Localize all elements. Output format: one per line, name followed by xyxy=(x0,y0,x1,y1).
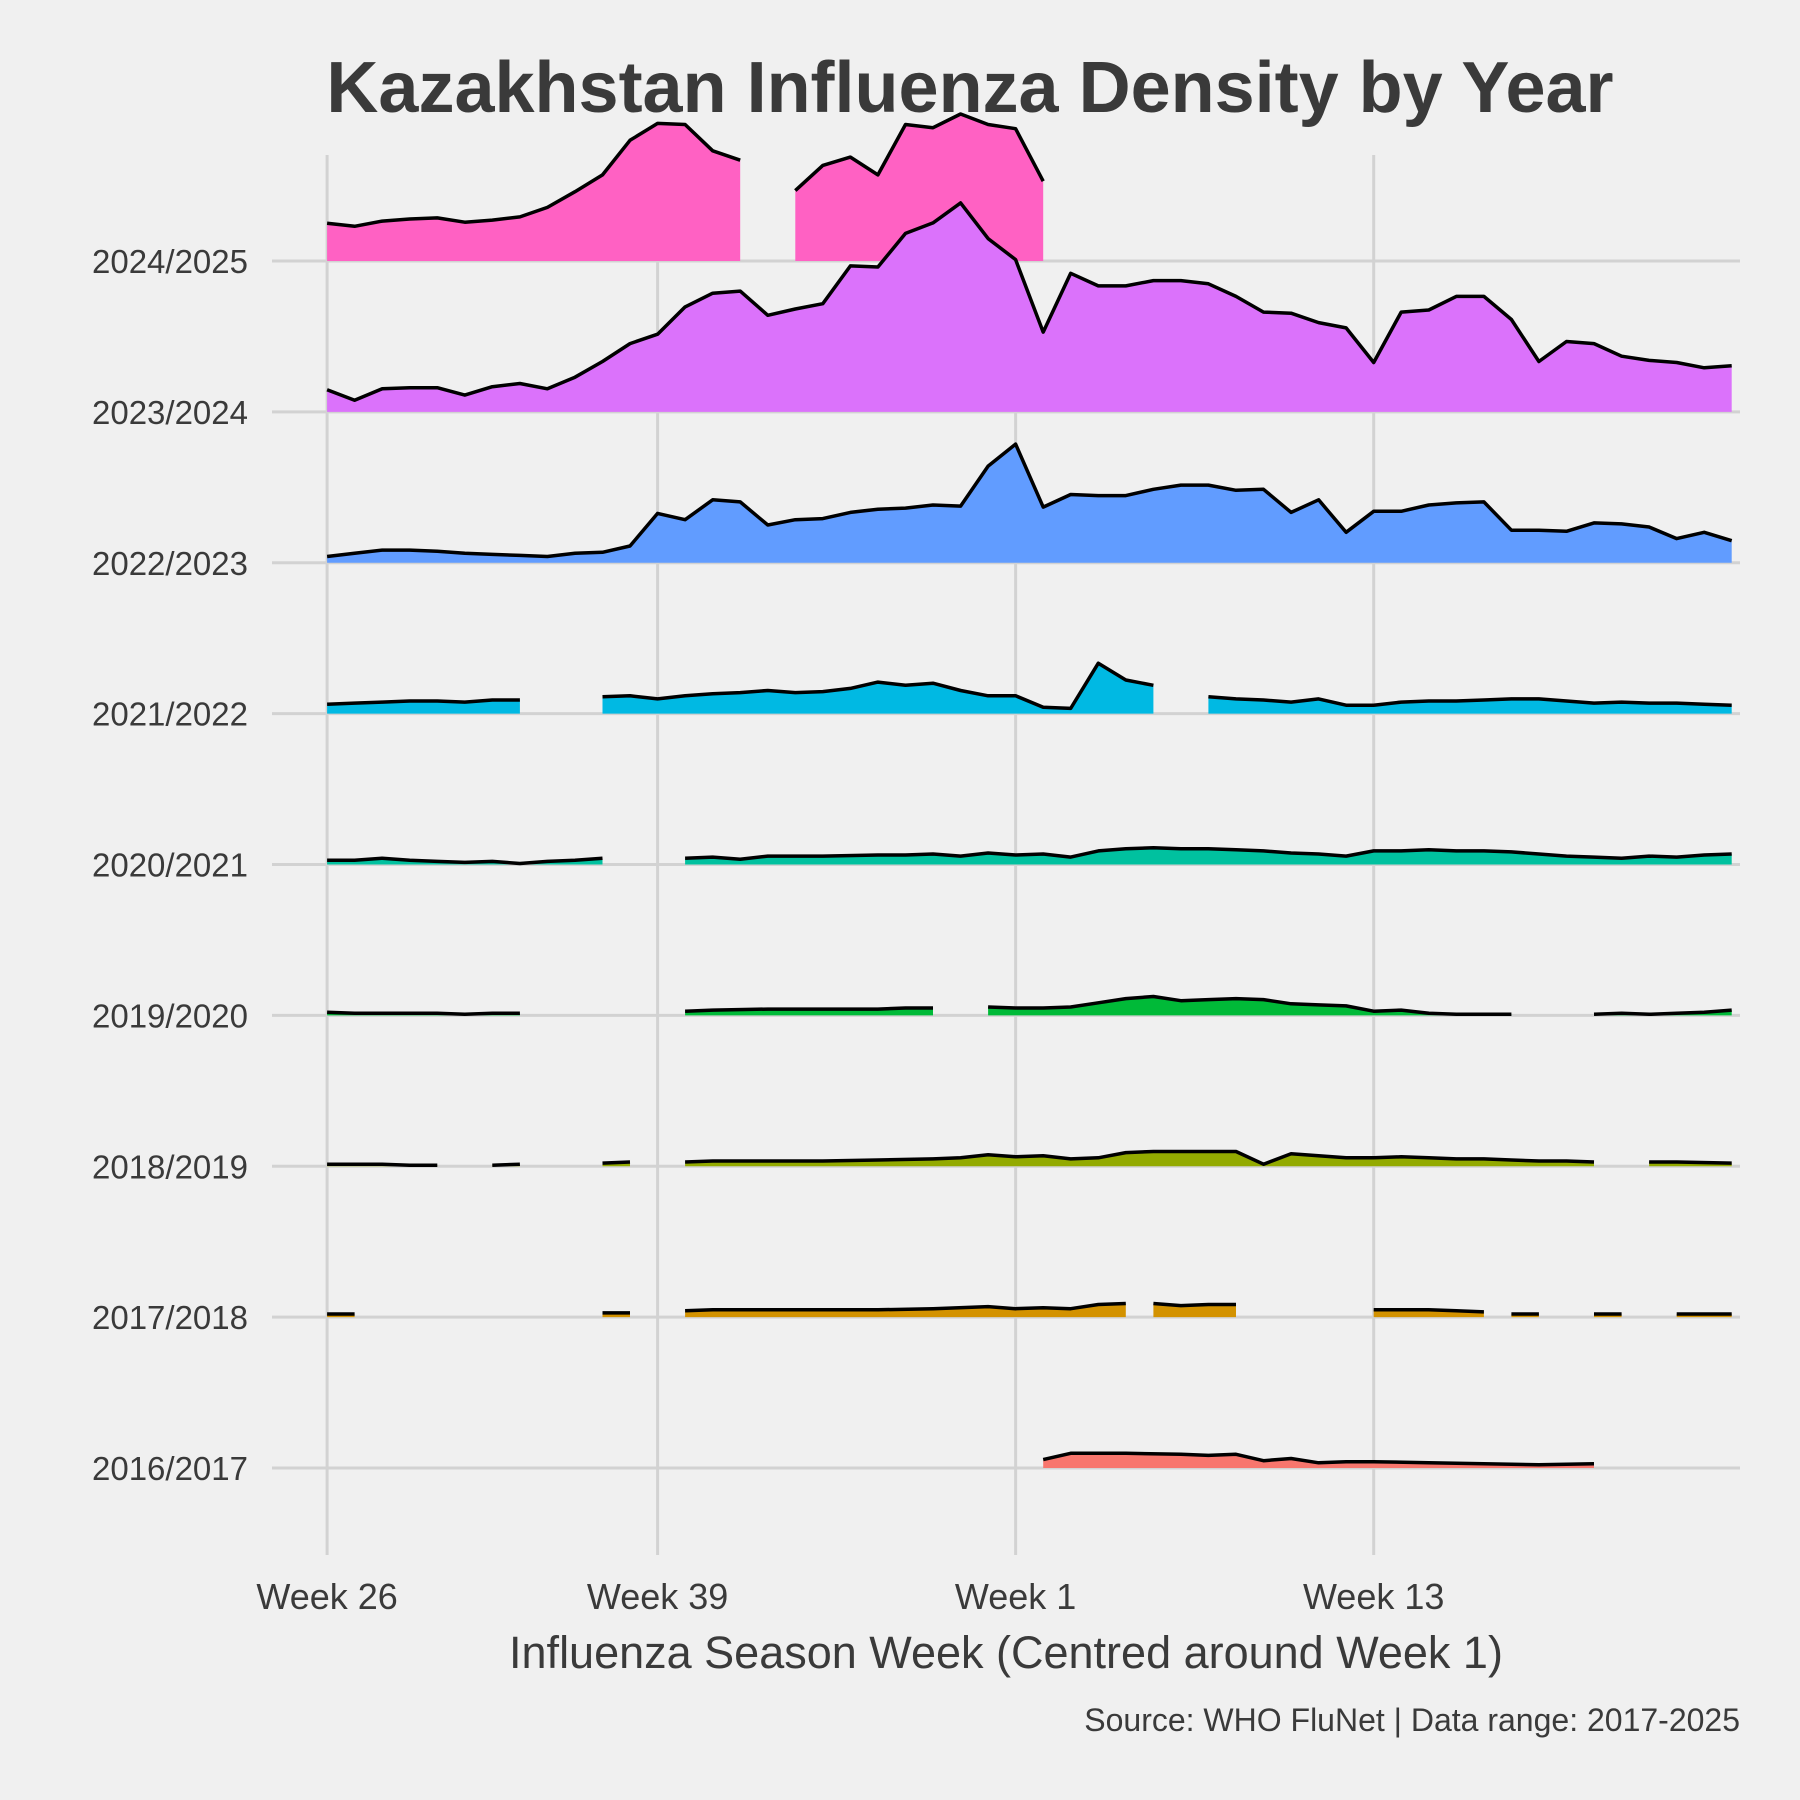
density-line xyxy=(326,442,1733,559)
series-2021-2022 xyxy=(327,661,1732,714)
y-tick-label: 2020/2021 xyxy=(92,847,248,884)
density-line xyxy=(685,845,1732,862)
x-axis: Week 26 Week 39 Week 1 Week 13 xyxy=(256,1576,1444,1617)
series-2017-2018 xyxy=(327,1301,1732,1318)
density-line xyxy=(988,994,1512,1017)
density-line xyxy=(685,1149,1595,1166)
density-area xyxy=(1153,1303,1236,1318)
series-2019-2020 xyxy=(327,994,1732,1017)
density-line xyxy=(1153,1301,1236,1308)
density-line xyxy=(1649,1160,1732,1165)
density-line xyxy=(685,1006,933,1013)
density-area xyxy=(327,444,1732,563)
density-line xyxy=(327,856,603,866)
density-line xyxy=(602,661,1154,711)
density-line xyxy=(326,201,1732,403)
x-tick-label: Week 26 xyxy=(256,1576,397,1617)
x-axis-label: Influenza Season Week (Centred around We… xyxy=(509,1627,1503,1678)
chart-title: Kazakhstan Influenza Density by Year xyxy=(326,48,1613,128)
series-2024-2025 xyxy=(326,112,1045,262)
y-tick-label: 2022/2023 xyxy=(92,545,248,582)
density-area xyxy=(1208,696,1732,714)
density-line xyxy=(685,1301,1126,1313)
density-line xyxy=(1042,1451,1595,1467)
series-2020-2021 xyxy=(327,845,1732,866)
density-line xyxy=(492,1162,520,1167)
y-tick-label: 2023/2024 xyxy=(92,394,248,431)
y-tick-label: 2024/2025 xyxy=(92,243,248,280)
density-area xyxy=(795,114,1044,261)
density-area xyxy=(602,663,1154,714)
y-tick-label: 2017/2018 xyxy=(92,1299,248,1336)
density-line xyxy=(1208,695,1732,707)
x-tick-label: Week 1 xyxy=(955,1576,1076,1617)
series-2018-2019 xyxy=(327,1149,1732,1167)
series-2023-2024 xyxy=(326,201,1732,412)
series-layer xyxy=(326,112,1733,1468)
density-line xyxy=(327,698,520,706)
density-area xyxy=(327,202,1732,412)
chart-caption: Source: WHO FluNet | Data range: 2017-20… xyxy=(1084,1702,1740,1738)
y-tick-label: 2019/2020 xyxy=(92,997,248,1034)
y-tick-label: 2016/2017 xyxy=(92,1450,248,1487)
y-tick-label: 2018/2019 xyxy=(92,1148,248,1185)
density-area xyxy=(327,123,741,262)
density-line xyxy=(1373,1308,1484,1314)
density-line xyxy=(602,1160,631,1165)
density-area xyxy=(685,1151,1594,1167)
y-tick-label: 2021/2022 xyxy=(92,696,248,733)
series-2022-2023 xyxy=(326,442,1733,563)
density-line xyxy=(327,1162,438,1167)
density-line xyxy=(1593,1008,1732,1017)
density-line xyxy=(326,121,741,229)
x-tick-label: Week 39 xyxy=(587,1576,728,1617)
density-line xyxy=(794,112,1045,192)
density-line xyxy=(327,1010,520,1017)
series-2016-2017 xyxy=(1042,1451,1595,1468)
y-axis: 2016/2017 2017/2018 2018/2019 2019/2020 2020… xyxy=(92,243,248,1487)
x-tick-label: Week 13 xyxy=(1303,1576,1444,1617)
